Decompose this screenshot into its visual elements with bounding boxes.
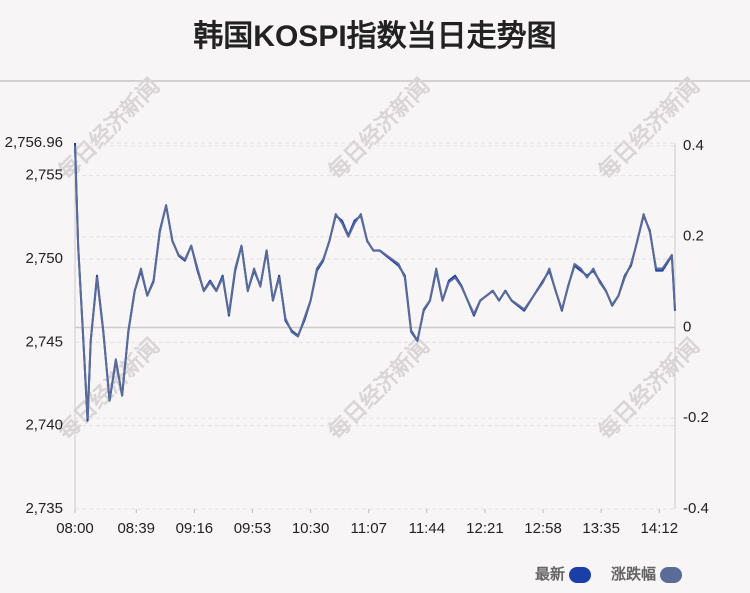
legend-swatch	[569, 567, 592, 583]
y-tick-label: 2,745	[25, 333, 63, 350]
y-tick-label: 2,740	[25, 417, 63, 434]
y-tick-label: 2,750	[25, 250, 63, 267]
x-tick-label: 13:35	[582, 520, 620, 537]
series-line	[74, 145, 676, 420]
x-tick-label: 12:21	[466, 520, 504, 537]
x-tick-label: 08:00	[56, 520, 94, 537]
y2-tick-label: -0.2	[683, 409, 709, 426]
x-tick-label: 09:16	[176, 520, 214, 537]
x-tick-label: 11:44	[409, 520, 445, 537]
x-tick-label: 09:53	[234, 520, 272, 537]
y2-tick-label: 0.2	[683, 228, 704, 245]
x-tick-label: 11:07	[350, 520, 386, 537]
y-tick-label: 2,755	[25, 167, 63, 184]
x-tick-label: 14:12	[641, 520, 679, 537]
legend-swatch	[660, 567, 683, 583]
y-tick-label: 2,735	[25, 500, 63, 517]
legend-label: 涨跌幅	[611, 565, 656, 583]
x-tick-label: 10:30	[292, 520, 330, 537]
x-tick-label: 08:39	[117, 520, 155, 537]
y2-tick-label: 0	[683, 318, 691, 335]
chart-title: 韩国KOSPI指数当日走势图	[193, 20, 556, 53]
legend-label: 最新	[535, 565, 565, 583]
y2-tick-label: 0.4	[683, 137, 704, 154]
y-tick-label: 2,756.96	[5, 134, 63, 151]
y2-tick-label: -0.4	[683, 500, 709, 517]
x-tick-label: 12:58	[524, 520, 562, 537]
